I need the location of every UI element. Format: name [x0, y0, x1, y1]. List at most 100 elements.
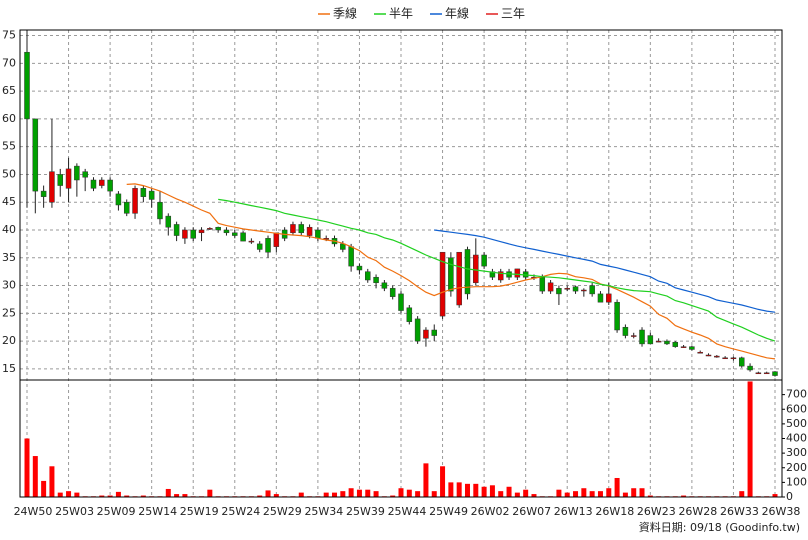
volume-bar — [356, 489, 362, 497]
volume-bar — [298, 492, 304, 497]
candle-body — [755, 372, 762, 375]
candle-body — [306, 226, 313, 236]
candle-body — [714, 355, 720, 358]
x-tick-label: 26W33 — [720, 505, 759, 518]
volume-bar — [531, 494, 537, 497]
candle-body — [24, 51, 30, 120]
candle-body — [182, 229, 188, 239]
y-tick-label: 35 — [2, 251, 16, 264]
candle-body — [115, 193, 122, 206]
candle-body — [240, 232, 246, 242]
volume-bar — [456, 482, 462, 497]
volume-bar — [440, 466, 446, 497]
candle-body — [664, 340, 670, 345]
candle-body — [173, 224, 180, 236]
volume-bar — [365, 489, 371, 497]
candle-body — [763, 372, 770, 375]
candle-body — [606, 293, 612, 303]
candle-body — [223, 229, 230, 234]
volume-bar — [431, 491, 437, 497]
y-tick-label: 20 — [2, 334, 16, 347]
volume-bar — [556, 489, 562, 497]
candle-body — [722, 357, 728, 360]
volume-bar — [498, 491, 504, 497]
candle-body — [622, 326, 629, 336]
volume-bar — [464, 483, 470, 497]
volume-bar — [265, 490, 271, 497]
x-tick-label: 25W24 — [221, 505, 260, 518]
candle-body — [448, 257, 454, 292]
volume-bar — [489, 485, 495, 497]
volume-bar — [323, 492, 329, 497]
candle-body — [739, 357, 745, 367]
volume-bar — [772, 494, 778, 497]
candle-body — [290, 224, 296, 234]
candle-body — [165, 215, 172, 228]
candle-body — [365, 271, 371, 281]
volume-bar — [473, 483, 479, 497]
candle-body — [265, 238, 271, 253]
volume-bar — [390, 495, 396, 497]
candle-body — [572, 286, 579, 292]
volume-bar — [564, 492, 570, 497]
y-tick-label: 45 — [2, 195, 16, 208]
candle-body — [464, 249, 471, 295]
candle-body — [406, 307, 413, 322]
x-tick-label: 25W39 — [346, 505, 385, 518]
candle-body — [57, 174, 63, 186]
volume-bar — [506, 486, 512, 497]
y-tick-label: 75 — [2, 29, 16, 42]
y2-tick-label: 400 — [786, 432, 807, 445]
ma-line — [126, 183, 776, 360]
volume-bar — [406, 489, 412, 497]
candle-body — [273, 232, 280, 247]
candle-body — [132, 188, 138, 214]
volume-bar — [174, 494, 180, 497]
legend-label: 三年 — [501, 7, 525, 21]
y-tick-label: 15 — [2, 362, 16, 375]
volume-bar — [739, 491, 745, 497]
volume-bar — [332, 492, 338, 497]
candle-body — [614, 301, 620, 331]
y2-tick-label: 700 — [786, 388, 807, 401]
volume-bar — [423, 463, 429, 497]
x-tick-label: 25W49 — [429, 505, 468, 518]
candle-body — [697, 351, 703, 354]
x-tick-label: 25W44 — [388, 505, 427, 518]
candle-body — [107, 179, 113, 192]
x-tick-label: 25W09 — [97, 505, 136, 518]
volume-bar — [340, 491, 346, 497]
y2-tick-label: 200 — [786, 461, 807, 474]
candle-body — [65, 168, 72, 189]
candle-body — [198, 229, 205, 234]
x-tick-label: 25W29 — [263, 505, 302, 518]
candle-body — [190, 229, 196, 239]
volume-bar — [581, 488, 587, 497]
volume-bar — [373, 491, 379, 497]
volume-bar — [49, 466, 55, 497]
x-tick-label: 26W07 — [512, 505, 551, 518]
candle-body — [672, 341, 679, 347]
y2-tick-label: 0 — [786, 490, 793, 503]
volume-bar — [257, 495, 263, 497]
y-tick-label: 30 — [2, 279, 16, 292]
volume-bar — [115, 491, 121, 497]
y-tick-label: 25 — [2, 306, 16, 319]
x-tick-label: 25W14 — [138, 505, 177, 518]
x-tick-label: 25W03 — [55, 505, 94, 518]
candle-body — [340, 243, 346, 250]
candle-body — [373, 276, 379, 284]
candle-body — [32, 118, 39, 192]
volume-bar — [597, 491, 603, 497]
legend-label: 半年 — [389, 7, 413, 21]
x-tick-label: 26W13 — [554, 505, 593, 518]
volume-bar — [631, 488, 637, 497]
candle-body — [423, 329, 429, 339]
volume-bar — [415, 491, 421, 497]
candle-body — [323, 238, 329, 240]
legend-label: 年線 — [445, 6, 469, 21]
candle-body — [705, 354, 712, 357]
candle-body — [157, 201, 163, 220]
volume-bar — [32, 456, 38, 497]
